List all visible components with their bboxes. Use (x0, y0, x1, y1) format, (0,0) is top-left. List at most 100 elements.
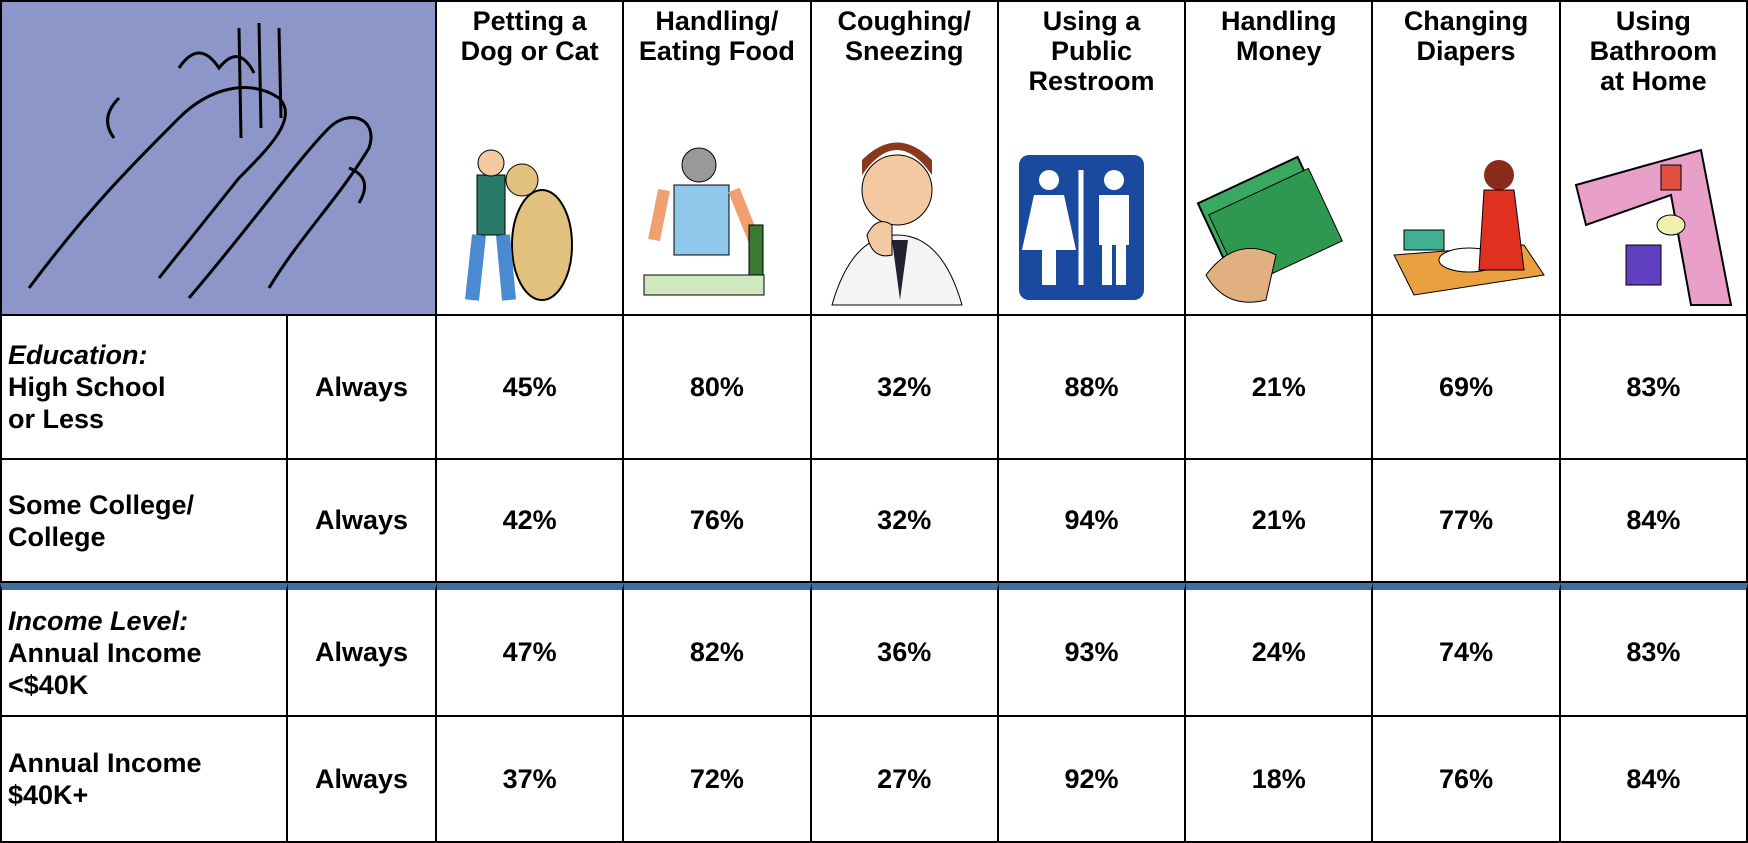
percent: 83% (1626, 372, 1680, 403)
illustration (1384, 135, 1549, 310)
value-cell: 76% (1373, 717, 1560, 843)
illustration-part (1206, 248, 1276, 302)
value-cell: 76% (624, 460, 811, 583)
value-cell: 69% (1373, 316, 1560, 460)
column-title: Handling Money (1221, 6, 1337, 66)
percent: 76% (690, 505, 744, 536)
value-cell: 88% (999, 316, 1186, 460)
hand-outline (29, 88, 285, 288)
illustration-part (1102, 240, 1112, 285)
value-cell: 84% (1561, 460, 1748, 583)
percent: 21% (1252, 505, 1306, 536)
frequency: Always (288, 460, 437, 583)
illustration (822, 135, 987, 310)
illustration-part (1661, 165, 1681, 190)
column-title: Coughing/ Sneezing (837, 6, 970, 66)
frequency: Always (288, 583, 437, 717)
percent: 45% (503, 372, 557, 403)
illustration-part (1039, 170, 1059, 190)
frequency-label: Always (315, 637, 408, 668)
illustration-part (644, 275, 764, 295)
illustration-part (674, 185, 729, 255)
value-cell: 80% (624, 316, 811, 460)
value-cell: 18% (1186, 717, 1373, 843)
value-cell: 82% (624, 583, 811, 717)
illustration-part (1626, 245, 1661, 285)
percent: 37% (503, 764, 557, 795)
value-cell: 24% (1186, 583, 1373, 717)
column-title: Petting a Dog or Cat (461, 6, 599, 66)
row-label: Income Level:Annual Income <$40K (0, 583, 288, 717)
illustration (1196, 135, 1361, 310)
value-cell: 21% (1186, 316, 1373, 460)
percent: 92% (1064, 764, 1118, 795)
illustration (634, 135, 799, 310)
column-title: Changing Diapers (1404, 6, 1528, 66)
column-title: Using a Public Restroom (1028, 6, 1154, 96)
percent: 32% (877, 505, 931, 536)
value-cell: 32% (812, 460, 999, 583)
column-header: Coughing/ Sneezing (812, 0, 999, 316)
value-cell: 32% (812, 316, 999, 460)
column-header: Handling Money (1186, 0, 1373, 316)
frequency-label: Always (315, 505, 408, 536)
hands (29, 23, 371, 298)
row-title: Annual Income <$40K (8, 637, 202, 701)
value-cell: 36% (812, 583, 999, 717)
illustration (447, 135, 612, 310)
illustration-part (506, 164, 538, 196)
illustration-part (512, 190, 572, 300)
column-title: Handling/ Eating Food (639, 6, 795, 66)
value-cell: 27% (812, 717, 999, 843)
percent: 76% (1439, 764, 1493, 795)
percent: 93% (1064, 637, 1118, 668)
column-header: Handling/ Eating Food (624, 0, 811, 316)
column-title: Using Bathroom at Home (1590, 6, 1718, 96)
illustration-part (682, 148, 716, 182)
percent: 24% (1252, 637, 1306, 668)
row-label: Annual Income $40K+ (0, 717, 288, 843)
illustration-part (1104, 170, 1124, 190)
percent: 18% (1252, 764, 1306, 795)
illustration-part (1657, 215, 1685, 235)
percent: 88% (1064, 372, 1118, 403)
illustration-part (862, 155, 932, 225)
row-title: High School or Less (8, 371, 166, 435)
row-title: Some College/ College (8, 489, 194, 553)
percent: 77% (1439, 505, 1493, 536)
illustration-part (1484, 160, 1514, 190)
percent: 82% (690, 637, 744, 668)
percent: 36% (877, 637, 931, 668)
illustration-part (477, 175, 505, 235)
value-cell: 74% (1373, 583, 1560, 717)
handwash-illustration (0, 0, 437, 316)
column-header: Using a Public Restroom (999, 0, 1186, 316)
row-label: Education:High School or Less (0, 316, 288, 460)
value-cell: 21% (1186, 460, 1373, 583)
percent: 21% (1252, 372, 1306, 403)
value-cell: 84% (1561, 717, 1748, 843)
frequency: Always (288, 316, 437, 460)
illustration-part (1479, 190, 1524, 270)
percent: 72% (690, 764, 744, 795)
column-header: Petting a Dog or Cat (437, 0, 624, 316)
percent: 94% (1064, 505, 1118, 536)
value-cell: 83% (1561, 316, 1748, 460)
illustration (1009, 135, 1174, 310)
percent: 32% (877, 372, 931, 403)
value-cell: 72% (624, 717, 811, 843)
frequency-label: Always (315, 764, 408, 795)
table: Petting a Dog or Cat Handling/ Eating Foo… (0, 0, 1748, 843)
value-cell: 47% (437, 583, 624, 717)
frequency: Always (288, 717, 437, 843)
percent: 27% (877, 764, 931, 795)
handwash-drawing (9, 8, 429, 308)
percent: 69% (1439, 372, 1493, 403)
percent: 80% (690, 372, 744, 403)
value-cell: 37% (437, 717, 624, 843)
illustration-part (1099, 195, 1129, 245)
group-label: Education: (8, 339, 148, 371)
column-header: Using Bathroom at Home (1561, 0, 1748, 316)
value-cell: 77% (1373, 460, 1560, 583)
value-cell: 93% (999, 583, 1186, 717)
